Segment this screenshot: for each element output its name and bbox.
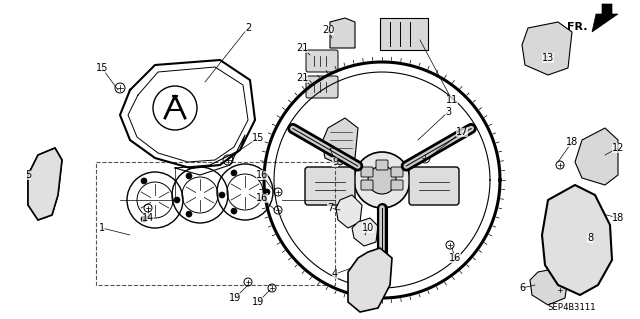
Text: 10: 10 (362, 223, 374, 233)
Text: 18: 18 (566, 137, 578, 147)
Text: 3: 3 (445, 107, 451, 117)
Text: 12: 12 (612, 143, 624, 153)
Polygon shape (336, 195, 362, 228)
Text: 19: 19 (252, 297, 264, 307)
Text: 14: 14 (142, 213, 154, 223)
Polygon shape (330, 18, 355, 48)
Text: 18: 18 (612, 213, 624, 223)
Text: 1: 1 (99, 223, 105, 233)
FancyBboxPatch shape (376, 160, 388, 170)
Polygon shape (575, 128, 618, 185)
Bar (96, 162, 335, 285)
Circle shape (264, 189, 270, 195)
FancyBboxPatch shape (391, 167, 403, 177)
Polygon shape (530, 268, 568, 305)
Text: 2: 2 (245, 23, 251, 33)
Text: 17: 17 (456, 127, 468, 137)
Circle shape (231, 208, 237, 214)
Circle shape (141, 216, 147, 222)
FancyBboxPatch shape (306, 50, 338, 72)
Circle shape (368, 166, 396, 194)
Polygon shape (592, 4, 618, 32)
FancyBboxPatch shape (361, 167, 373, 177)
Text: 15: 15 (252, 133, 264, 143)
FancyBboxPatch shape (305, 167, 355, 205)
Circle shape (186, 211, 192, 217)
Circle shape (186, 173, 192, 179)
FancyBboxPatch shape (409, 167, 459, 205)
Circle shape (219, 192, 225, 198)
Polygon shape (352, 218, 378, 246)
Text: 7: 7 (327, 203, 333, 213)
Text: 13: 13 (542, 53, 554, 63)
Text: 4: 4 (332, 269, 338, 279)
Text: 21: 21 (296, 73, 308, 83)
FancyBboxPatch shape (361, 180, 373, 190)
Text: SEP4B3111: SEP4B3111 (548, 303, 596, 313)
Polygon shape (322, 118, 358, 165)
Polygon shape (542, 185, 612, 295)
FancyBboxPatch shape (306, 76, 338, 98)
Bar (380, 18, 428, 50)
Text: 19: 19 (229, 293, 241, 303)
Text: FR.: FR. (568, 22, 588, 32)
Circle shape (354, 152, 410, 208)
Text: 16: 16 (449, 253, 461, 263)
Circle shape (174, 197, 180, 203)
Polygon shape (522, 22, 572, 75)
Text: 9: 9 (332, 157, 338, 167)
Circle shape (231, 170, 237, 176)
Text: 16: 16 (256, 170, 268, 180)
Circle shape (141, 178, 147, 184)
Text: 5: 5 (25, 170, 31, 180)
Text: 8: 8 (587, 233, 593, 243)
Text: 16: 16 (256, 193, 268, 203)
Polygon shape (28, 148, 62, 220)
Text: 20: 20 (322, 25, 334, 35)
Text: 6: 6 (519, 283, 525, 293)
Polygon shape (348, 248, 392, 312)
Text: 15: 15 (96, 63, 108, 73)
Text: 21: 21 (296, 43, 308, 53)
FancyBboxPatch shape (391, 180, 403, 190)
Text: 11: 11 (446, 95, 458, 105)
